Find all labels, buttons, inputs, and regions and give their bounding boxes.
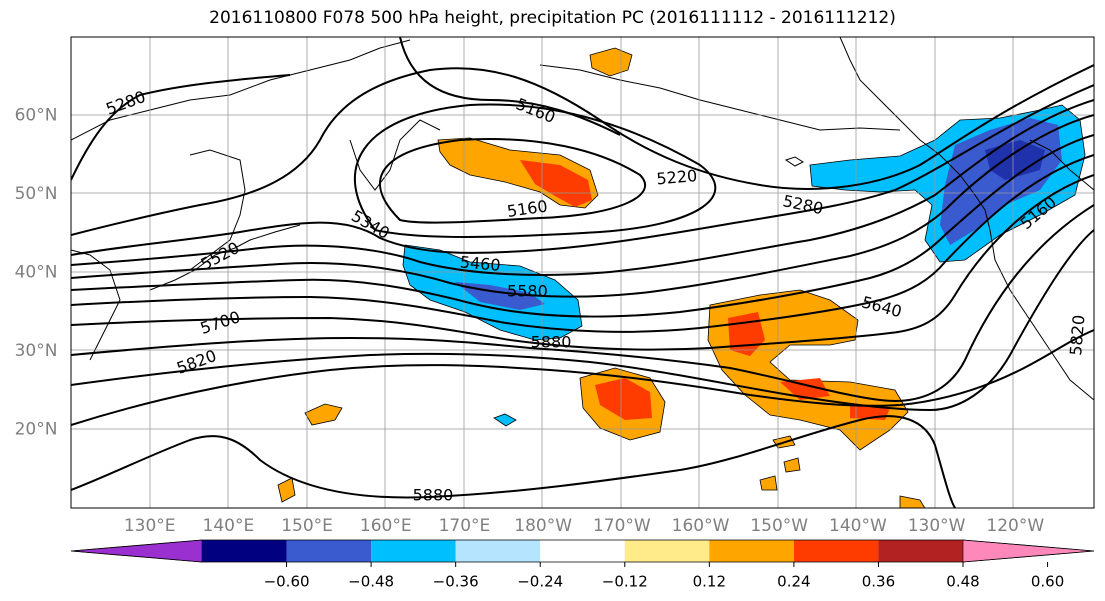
colorbar-segment	[878, 540, 963, 562]
longitude-label: 180°W	[514, 516, 572, 536]
colorbar-segment	[624, 540, 710, 562]
colorbar-tick-label: 0.60	[1031, 573, 1064, 591]
colorbar-tick-label: −0.60	[264, 573, 310, 591]
colorbar-extend-low	[70, 539, 203, 563]
latitude-label: 50°N	[15, 184, 58, 204]
gridlines	[71, 37, 1094, 508]
longitude-label: 150°W	[750, 516, 808, 536]
longitude-label: 140°W	[829, 516, 887, 536]
contour-label: 5880	[413, 486, 454, 505]
map-title: 2016110800 F078 500 hPa height, precipit…	[209, 8, 896, 28]
colorbar-segment	[455, 540, 541, 562]
colorbar-tick-label: −0.12	[602, 573, 648, 591]
colorbar-tick-label: 0.48	[946, 573, 979, 591]
latitude-label: 40°N	[15, 263, 58, 283]
contour-label: 5580	[507, 282, 548, 301]
colorbar-tick-label: −0.48	[348, 573, 394, 591]
colorbar-tick-label: 0.36	[862, 573, 895, 591]
longitude-label: 170°W	[593, 516, 651, 536]
longitude-label: 140°E	[203, 516, 255, 536]
colorbar-tick-label: 0.12	[693, 573, 726, 591]
contour-label: 5880	[531, 333, 572, 352]
colorbar-segment	[793, 540, 879, 562]
longitude-labels: 130°E 140°E 150°E 160°E 170°E 180°W 170°W 160°W…	[124, 516, 1045, 536]
height-contours	[71, 37, 1094, 508]
colorbar-segment	[371, 540, 456, 562]
latitude-label: 60°N	[15, 106, 58, 126]
colorbar-extend-high	[962, 539, 1095, 563]
longitude-label: 150°E	[281, 516, 333, 536]
contour-label: 5220	[656, 166, 698, 188]
colorbar-segment	[540, 540, 625, 562]
longitude-label: 130°E	[124, 516, 176, 536]
longitude-label: 120°W	[986, 516, 1044, 536]
latitude-labels: 60°N 50°N 40°N 30°N 20°N	[15, 106, 58, 440]
colorbar-outline	[70, 539, 1095, 563]
latitude-label: 20°N	[15, 420, 58, 440]
plot-frame	[70, 36, 1095, 509]
contour-label: 5820	[1066, 314, 1088, 356]
longitude-label: 170°E	[439, 516, 491, 536]
colorbar-segment	[709, 540, 794, 562]
longitude-label: 130°W	[908, 516, 966, 536]
colorbar: −0.60 −0.48 −0.36 −0.24 −0.12 0.12 0.24 0.36 0.4…	[70, 539, 1095, 591]
contour-label: 5460	[459, 252, 501, 274]
colorbar-tick-label: −0.36	[433, 573, 479, 591]
colorbar-segment	[202, 540, 287, 562]
colorbar-segment	[286, 540, 372, 562]
latitude-label: 30°N	[15, 341, 58, 361]
longitude-label: 160°W	[672, 516, 730, 536]
colorbar-tick-label: 0.24	[777, 573, 810, 591]
longitude-label: 160°E	[360, 516, 412, 536]
colorbar-tick-label: −0.24	[517, 573, 563, 591]
